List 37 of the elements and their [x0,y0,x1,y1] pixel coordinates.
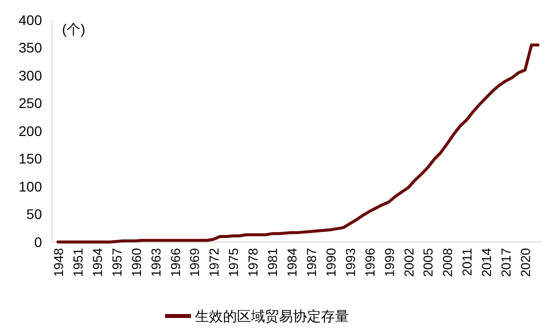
x-tick-label: 1996 [362,248,378,277]
line-series [56,43,540,244]
y-axis-title: (个) [62,21,86,37]
x-tick-label: 2005 [420,248,436,277]
x-tick-label: 1966 [168,248,183,277]
x-tick-label: 1957 [109,248,124,277]
y-tick-label: 200 [18,122,42,139]
x-tick-label: 1981 [265,248,280,277]
x-tick-label: 1987 [304,248,319,277]
x-tick-label: 2014 [479,248,494,277]
y-tick-label: 300 [18,67,42,84]
legend-label: 生效的区域贸易协定存量 [195,308,349,324]
x-tick-label: 1984 [284,248,300,277]
x-tick-label: 1990 [323,248,338,277]
x-tick-label: 1963 [148,248,164,277]
y-tick-label: 100 [18,178,42,194]
x-tick-label: 1960 [128,248,144,277]
x-tick-label: 1951 [70,248,86,277]
y-tick-label: 250 [18,95,42,112]
x-tick-label: 2011 [460,248,475,276]
x-tick-label: 1999 [382,248,397,277]
x-tick-label: 1975 [226,248,242,277]
x-tick-label: 1948 [51,248,66,277]
y-tick-label: 50 [26,206,42,222]
x-tick-label: 1993 [342,248,358,277]
x-tick-label: 1972 [206,248,222,277]
y-tick-label: 400 [18,12,42,28]
x-tick-label: 2002 [401,248,416,277]
x-tick-label: 2017 [498,248,514,277]
y-tick-label: 350 [18,40,42,56]
y-tick-label: 150 [18,150,42,167]
x-tick-label: 2020 [518,248,534,277]
x-tick-label: 1954 [90,248,105,277]
y-tick-label: 0 [34,234,42,250]
x-tick-label: 1969 [187,248,202,277]
x-tick-label: 2008 [440,248,456,277]
x-tick-label: 1978 [246,248,261,277]
